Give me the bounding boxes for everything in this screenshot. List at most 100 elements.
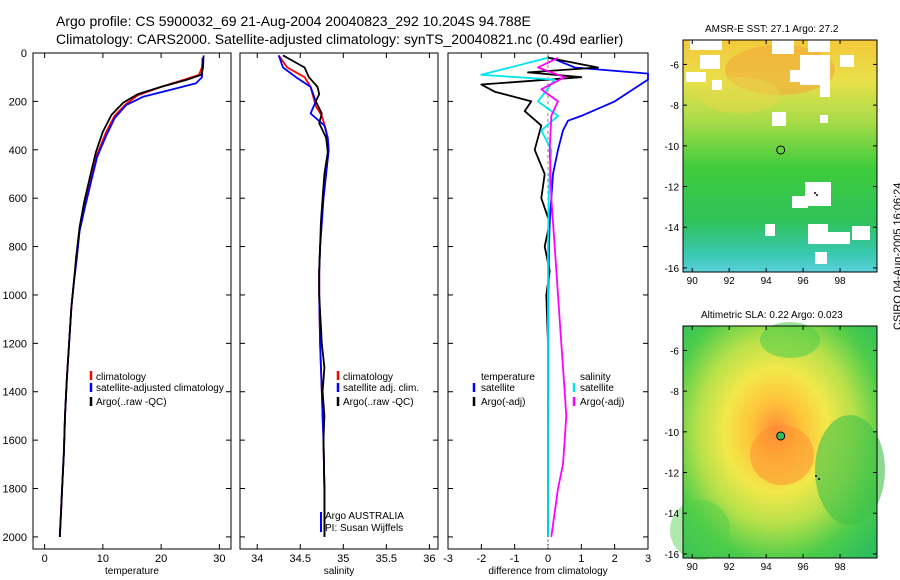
x-tick-label: 34.5	[290, 553, 311, 565]
map-x-tick-label: 90	[687, 276, 699, 287]
y-tick-label: 400	[9, 145, 27, 157]
missing-cell	[828, 232, 850, 244]
x-tick-label: -2	[476, 553, 486, 565]
missing-cell	[815, 252, 827, 264]
x-tick-label: 10	[97, 553, 109, 565]
y-tick-label: 1800	[3, 484, 27, 496]
sla-map-title: Altimetric SLA: 0.22 Argo: 0.023	[701, 310, 843, 321]
x-tick-label: 0	[42, 553, 48, 565]
missing-cell	[808, 40, 830, 52]
series-line-argo-raw-qc-	[58, 55, 205, 537]
sla-track-dot	[815, 475, 817, 477]
temperature-panel: 0 10 20 30 0 200 400 600 800 1000 1200 1400 1600 1800…	[3, 48, 232, 577]
legend-satellite: satellite adj. clim.	[343, 383, 419, 394]
figure-title-line1: Argo profile: CS 5900032_69 21-Aug-2004 …	[56, 13, 531, 29]
owner-note: Argo AUSTRALIA	[325, 511, 404, 522]
temperature-legend: climatology satellite-adjusted climatolo…	[89, 371, 224, 408]
legend-temperature: temperature	[481, 372, 535, 383]
x-tick-label: 35	[337, 553, 349, 565]
x-tick-label: 30	[213, 553, 225, 565]
map-x-tick-label: 92	[724, 276, 736, 287]
x-axis-label: salinity	[324, 566, 355, 577]
legend-temp-satellite: satellite	[481, 383, 515, 394]
legend-argo: Argo(..raw -QC)	[96, 397, 167, 408]
missing-cell	[765, 224, 775, 236]
missing-cell	[712, 80, 722, 90]
salinity-legend: climatology satellite adj. clim. Argo(..…	[320, 371, 419, 534]
sla-low-patch	[760, 322, 820, 358]
missing-cell	[772, 112, 786, 126]
legend-climatology: climatology	[96, 372, 146, 383]
y-tick-label: 1400	[3, 387, 27, 399]
sla-map: Altimetric SLA: 0.22 Argo: 0.023 90 92 94 9…	[665, 310, 885, 573]
missing-cell	[790, 70, 810, 82]
x-tick-label: 20	[155, 553, 167, 565]
x-tick-label: -3	[443, 553, 453, 565]
y-tick-label: 2000	[3, 532, 27, 544]
missing-cell	[840, 55, 854, 67]
y-tick-label: 200	[9, 96, 27, 108]
difference-panel: -3 -2 -1 0 1 2 3 difference from climatology	[443, 52, 651, 577]
pi-note: PI: Susan Wijffels	[325, 523, 403, 534]
sla-map-frame	[682, 325, 878, 559]
x-tick-label: 34	[251, 553, 263, 565]
missing-cell	[700, 55, 720, 69]
legend-temp-argo: Argo(-adj)	[481, 397, 525, 408]
missing-cell	[805, 182, 831, 206]
map-y-tick-label: -10	[665, 142, 680, 153]
map-x-tick-label: 94	[761, 276, 773, 287]
missing-cell	[808, 224, 828, 244]
y-tick-label: 600	[9, 193, 27, 205]
sst-missing-data	[686, 40, 870, 264]
x-tick-label: 1	[578, 553, 584, 565]
sst-map: AMSR-E SST: 27.1 Argo: 27.2 90 92 9	[665, 24, 878, 287]
missing-cell	[772, 40, 794, 54]
sla-low-patch	[815, 415, 885, 525]
sst-axes: 90 92 94 96 98 -6 -8 -10 -12 -14 -16	[665, 40, 877, 287]
figure-title-line2: Climatology: CARS2000. Satellite-adjuste…	[56, 31, 624, 47]
map-x-tick-label: 96	[798, 276, 810, 287]
sla-axes: 90 92 94 96 98 -6 -8 -10 -12 -14 -16	[665, 326, 877, 573]
map-y-tick-label: -14	[665, 509, 680, 520]
sst-track-dot	[816, 194, 818, 196]
map-y-tick-label: -16	[665, 550, 680, 561]
legend-satellite: satellite-adjusted climatology	[96, 383, 224, 394]
plot-frame	[239, 52, 439, 550]
missing-cell	[686, 72, 706, 82]
x-axis-label: temperature	[105, 566, 159, 577]
sla-argo-float-marker	[776, 431, 786, 441]
legend-sal-argo: Argo(-adj)	[580, 397, 624, 408]
sla-track-dot	[818, 478, 820, 480]
missing-cell	[792, 196, 808, 208]
map-y-tick-label: -6	[670, 346, 679, 357]
map-y-tick-label: -6	[670, 60, 679, 71]
map-x-tick-label: 94	[761, 562, 773, 573]
x-tick-label: 3	[645, 553, 651, 565]
y-tick-label: 1000	[3, 290, 27, 302]
sst-map-title: AMSR-E SST: 27.1 Argo: 27.2	[705, 24, 839, 35]
sst-track-dot	[814, 192, 816, 194]
map-y-tick-label: -14	[665, 223, 680, 234]
y-tick-label: 1600	[3, 435, 27, 447]
salinity-panel: 34 34.5 35 35.5 36 salinity	[239, 52, 439, 577]
y-tick-label: 1200	[3, 338, 27, 350]
map-x-tick-label: 90	[687, 562, 699, 573]
series-line-salinity-argo-adj-	[537, 56, 568, 538]
series-line-argo-raw-qc-	[282, 54, 329, 537]
legend-sal-satellite: satellite	[580, 383, 614, 394]
missing-cell	[820, 115, 828, 123]
map-y-tick-label: -16	[665, 264, 680, 275]
map-y-tick-label: -10	[665, 428, 680, 439]
sla-low-patch	[670, 500, 730, 560]
missing-cell	[852, 226, 870, 240]
legend-argo: Argo(..raw -QC)	[343, 397, 414, 408]
map-y-tick-label: -8	[670, 101, 679, 112]
x-tick-label: 36	[423, 553, 435, 565]
map-x-tick-label: 98	[834, 562, 846, 573]
map-y-tick-label: -8	[670, 387, 679, 398]
y-tick-label: 0	[21, 48, 27, 60]
x-tick-label: 0	[545, 553, 551, 565]
plot-frame	[32, 52, 232, 550]
map-y-tick-label: -12	[665, 469, 680, 480]
